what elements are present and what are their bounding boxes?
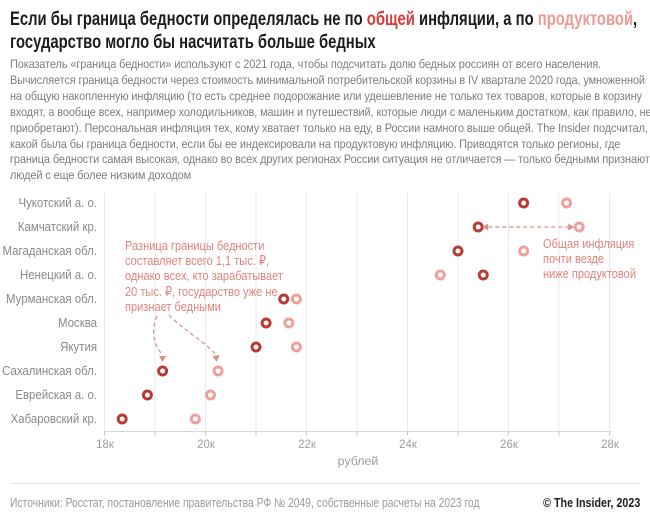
data-point-food-inflation <box>205 389 217 401</box>
title-accent-obshchey: общей <box>366 9 415 30</box>
annotation-sakhalin: Разница границы бедности составляет всег… <box>125 238 283 314</box>
x-tick-label: 22к <box>297 437 316 451</box>
data-point-general-inflation <box>472 221 484 233</box>
title-text: , <box>633 9 638 30</box>
category-label: Еврейская а. о. <box>15 388 98 402</box>
x-axis-unit-label: рублей <box>337 454 379 468</box>
data-point-food-inflation <box>518 245 530 257</box>
data-point-general-inflation <box>141 389 153 401</box>
category-label: Якутия <box>60 340 97 354</box>
data-point-food-inflation <box>283 317 295 329</box>
data-point-general-inflation <box>260 317 272 329</box>
category-label: Чукотский а. о. <box>18 196 97 210</box>
data-point-food-inflation <box>573 221 585 233</box>
footer-divider <box>10 483 640 484</box>
data-point-general-inflation <box>452 245 464 257</box>
arrowhead-right-icon <box>568 223 575 231</box>
x-tick-label: 20к <box>196 437 215 451</box>
category-label: Камчатский кр. <box>17 220 97 234</box>
intro-paragraph: Показатель «граница бедности» используют… <box>10 57 650 183</box>
dashed-arrow-curve <box>153 315 164 356</box>
title-line-1: Если бы граница бедности определялась не… <box>10 9 650 32</box>
page-title: Если бы граница бедности определялась не… <box>10 9 650 54</box>
category-label: Мурманская обл. <box>6 292 97 306</box>
data-point-general-inflation <box>518 197 530 209</box>
footer-credit: © The Insider, 2023 <box>542 496 640 510</box>
title-line-2: государство могло бы насчитать больше бе… <box>10 31 376 53</box>
dashed-arrow-curve <box>168 314 217 356</box>
title-text: инфляции, а по <box>414 9 538 30</box>
title-accent-produktovoy: продуктовой <box>537 9 634 30</box>
x-tick-label: 26к <box>499 437 518 451</box>
annotation-inflation: Общая инфляция почти везде ниже продукто… <box>543 236 636 282</box>
data-point-food-inflation <box>212 365 224 377</box>
data-point-general-inflation <box>116 413 128 425</box>
x-tick-label: 18к <box>95 437 114 451</box>
data-point-general-inflation <box>250 341 262 353</box>
arrowhead-left-icon <box>482 223 489 231</box>
category-label: Москва <box>58 316 97 330</box>
data-point-food-inflation <box>561 197 573 209</box>
x-tick-label: 28к <box>600 437 619 451</box>
data-point-food-inflation <box>189 413 201 425</box>
data-point-general-inflation <box>157 365 169 377</box>
title-text: Если бы граница бедности определялась не… <box>10 9 367 30</box>
data-point-food-inflation <box>434 269 446 281</box>
arrowhead-down-icon <box>212 355 220 362</box>
footer-sources: Источники: Росстат, постановление правит… <box>10 496 480 510</box>
category-label: Хабаровский кр. <box>10 412 97 426</box>
category-label: Ненецкий а. о. <box>20 268 97 282</box>
data-point-general-inflation <box>477 269 489 281</box>
arrowhead-down-icon <box>159 356 167 362</box>
x-tick-label: 24к <box>398 437 417 451</box>
category-label: Магаданская обл. <box>2 244 97 258</box>
data-point-food-inflation <box>290 341 302 353</box>
category-label: Сахалинская обл. <box>2 364 97 378</box>
